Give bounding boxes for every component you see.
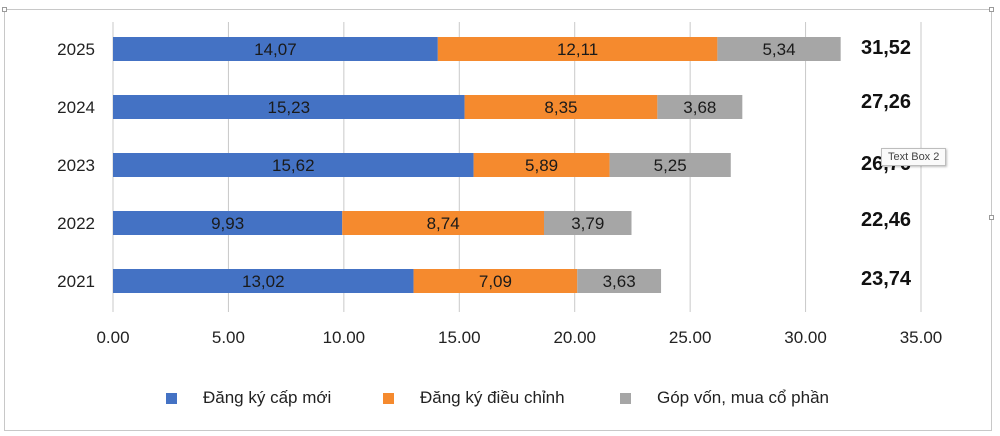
x-tick-label: 5.00 xyxy=(212,328,245,347)
resize-handle-top-right[interactable] xyxy=(989,7,994,12)
data-label: 13,02 xyxy=(242,272,285,291)
data-label: 9,93 xyxy=(211,214,244,233)
data-label: 5,34 xyxy=(762,40,795,59)
y-category-label: 2022 xyxy=(57,214,95,233)
x-tick-label: 25.00 xyxy=(669,328,712,347)
legend-item: Đăng ký điều chỉnh xyxy=(383,387,565,409)
bar-segment xyxy=(113,211,343,235)
legend-item: Đăng ký cấp mới xyxy=(166,387,331,409)
y-category-label: 2023 xyxy=(57,156,95,175)
legend-swatch xyxy=(166,392,177,404)
bar-segment xyxy=(342,211,545,235)
y-category-label: 2024 xyxy=(57,98,95,117)
x-tick-label: 35.00 xyxy=(900,328,943,347)
data-label: 15,62 xyxy=(272,156,315,175)
data-label: 7,09 xyxy=(479,272,512,291)
bar-segment xyxy=(577,269,662,293)
legend-label: Đăng ký điều chỉnh xyxy=(420,388,565,407)
resize-handle-right[interactable] xyxy=(989,215,994,220)
bar-segment xyxy=(657,95,743,119)
bar-segment xyxy=(113,269,414,293)
data-label: 5,25 xyxy=(654,156,687,175)
x-tick-label: 15.00 xyxy=(438,328,481,347)
x-tick-label: 10.00 xyxy=(323,328,366,347)
bar-segment xyxy=(113,153,474,177)
data-label: 3,63 xyxy=(603,272,636,291)
data-label: 3,79 xyxy=(571,214,604,233)
legend-label: Đăng ký cấp mới xyxy=(203,388,332,407)
bar-segment xyxy=(473,153,610,177)
data-label: 5,89 xyxy=(525,156,558,175)
data-label: 8,35 xyxy=(544,98,577,117)
chart-frame[interactable] xyxy=(2,7,994,431)
total-value: 27,26 xyxy=(860,91,912,113)
x-tick-label: 0.00 xyxy=(96,328,129,347)
x-tick-label: 30.00 xyxy=(784,328,827,347)
bar-segment xyxy=(113,95,465,119)
y-category-label: 2025 xyxy=(57,40,95,59)
bar-segment xyxy=(464,95,658,119)
bar-segment xyxy=(437,37,718,61)
bar-segment xyxy=(413,269,578,293)
resize-handle-top-left[interactable] xyxy=(2,7,7,12)
bar-segment xyxy=(717,37,841,61)
bar-segment xyxy=(609,153,731,177)
bar-segment xyxy=(113,37,438,61)
total-value: 22,46 xyxy=(860,209,912,231)
legend-swatch xyxy=(620,392,631,404)
legend-swatch xyxy=(383,392,394,404)
legend-item: Góp vốn, mua cổ phần xyxy=(620,387,829,409)
total-value: 31,52 xyxy=(860,37,912,59)
text-box-tooltip: Text Box 2 xyxy=(881,148,947,166)
data-label: 15,23 xyxy=(268,98,311,117)
legend-label: Góp vốn, mua cổ phần xyxy=(657,388,830,407)
total-value: 23,74 xyxy=(860,268,912,290)
y-category-label: 2021 xyxy=(57,272,95,291)
x-tick-label: 20.00 xyxy=(553,328,596,347)
bar-segment xyxy=(544,211,632,235)
data-label: 12,11 xyxy=(557,40,598,59)
data-label: 14,07 xyxy=(254,40,297,59)
data-label: 3,68 xyxy=(683,98,716,117)
data-label: 8,74 xyxy=(427,214,460,233)
